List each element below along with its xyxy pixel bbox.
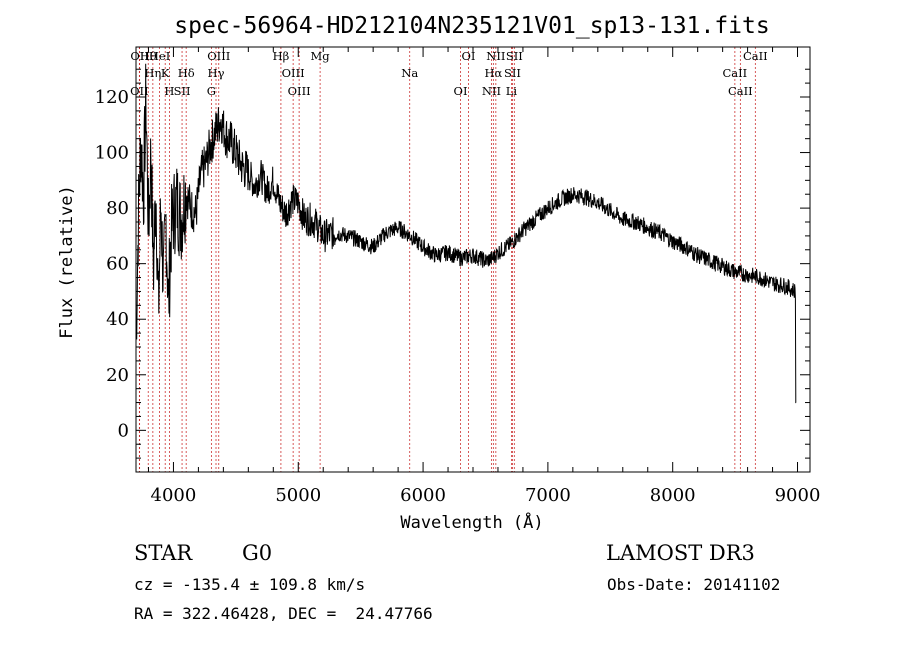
y-axis-ticks: 0 20 40 60 80 100 120 [95,68,810,459]
x-tick-label: 4000 [151,485,197,506]
spectral-line-label: Hβ [273,49,290,63]
y-tick-label: 80 [106,198,129,219]
y-tick-label: 60 [106,254,129,275]
observation-date: Obs-Date: 20141102 [607,575,781,594]
spectral-line-label: NII [482,84,501,98]
spectral-line-label: Na [401,66,418,80]
spectral-line-label: CaII [728,84,753,98]
x-tick-label: 5000 [275,485,321,506]
spectral-line-label: SII [174,84,191,98]
spectral-line-label: SII [504,66,521,80]
spectral-line-label: Mg [311,49,331,63]
object-type: STAR [134,541,193,565]
spectral-line-label: OIII [207,49,230,63]
y-tick-label: 20 [106,365,129,386]
spectral-line-label: Hγ [208,66,225,80]
spectral-line-label: OIII [288,84,311,98]
spectral-line-label: Hα [484,66,502,80]
y-tick-label: 120 [95,87,129,108]
spectral-line-label: G [207,84,216,98]
spectral-line-label: OIII [282,66,305,80]
redshift-cz: cz = -135.4 ± 109.8 km/s [134,575,366,594]
x-tick-label: 7000 [525,485,571,506]
spectral-line-label: SII [506,49,523,63]
y-tick-label: 100 [95,143,129,164]
spectral-line-label: K [161,66,170,80]
coordinates: RA = 322.46428, DEC = 24.47766 [134,604,433,623]
x-tick-label: 8000 [650,485,696,506]
spectral-line-label: Hθ [140,49,157,63]
spectral-line-labels: Hθ Hη OII OII KH HeI Hδ SII OIII Hγ G Hβ OIII OIII Mg N… [130,49,768,98]
spectral-line-label: OI [462,49,476,63]
x-axis-ticks: 4000 5000 6000 7000 8000 9000 [147,47,821,506]
x-axis-label: Wavelength (Å) [400,511,543,533]
spectral-line-label: CaII [743,49,768,63]
spectral-line-label: Li [506,84,518,98]
x-tick-label: 6000 [400,485,446,506]
x-tick-label: 9000 [775,485,821,506]
object-subclass: G0 [242,541,273,565]
spectrum-line [135,63,797,404]
spectral-line-label: OII [130,49,149,63]
y-axis-label: Flux (relative) [57,185,77,339]
survey-name: LAMOST DR3 [606,541,755,565]
spectral-line-label: H [164,84,174,98]
spectral-line-label: CaII [722,66,747,80]
spectral-line-label: Hη [144,66,161,80]
spectral-line-label: HeI [149,49,170,63]
spectral-line-label: OI [454,84,468,98]
y-tick-label: 0 [118,420,129,441]
y-tick-label: 40 [106,309,129,330]
chart-title: spec-56964-HD212104N235121V01_sp13-131.f… [174,13,769,39]
spectral-line-label: OII [130,84,149,98]
plot-frame [135,46,811,473]
spectral-line-label: Hδ [178,66,195,80]
spectral-line-label: NII [486,49,505,63]
